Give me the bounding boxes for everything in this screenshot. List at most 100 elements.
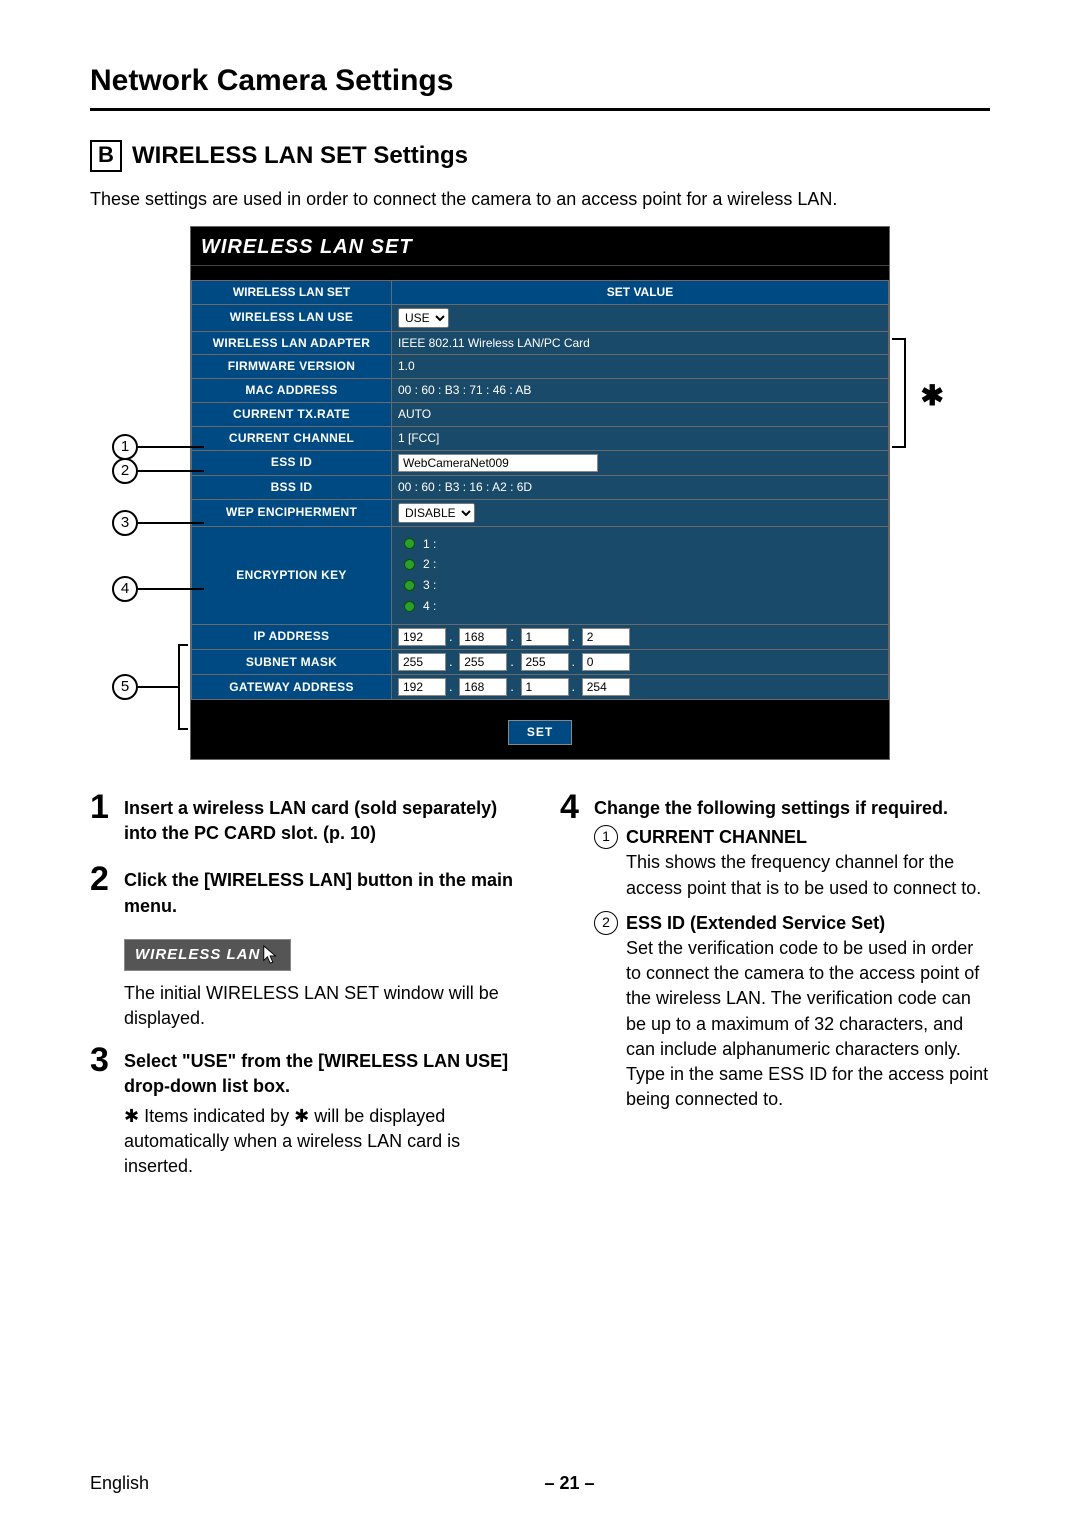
row-ip-val: . . .	[392, 624, 889, 649]
callout-4: 4	[112, 576, 138, 602]
row-ip-label: IP ADDRESS	[192, 624, 392, 649]
step-3-note: ✱ Items indicated by ✱ will be displayed…	[124, 1104, 520, 1180]
ip-o3[interactable]	[521, 628, 569, 646]
settings-table: WIRELESS LAN SET SET VALUE WIRELESS LAN …	[191, 280, 889, 701]
marker-2: 2	[594, 911, 618, 935]
callout-1-line	[138, 446, 204, 448]
step-4-head: Change the following settings if require…	[594, 796, 990, 821]
row-wep-label: WEP ENCIPHERMENT	[192, 499, 392, 526]
sn-o1[interactable]	[398, 653, 446, 671]
enc-key-2[interactable]: 2 :	[404, 556, 876, 573]
step-2-button-wrap: WIRELESS LAN The initial WIRELESS LAN SE…	[90, 935, 520, 1031]
ip-o4[interactable]	[582, 628, 630, 646]
radio-icon	[404, 559, 415, 570]
gw-o3[interactable]	[521, 678, 569, 696]
set-button[interactable]: SET	[508, 720, 572, 745]
enc-key-1-label: 1 :	[423, 536, 436, 553]
row-gw-val: . . .	[392, 675, 889, 700]
row-bssid-label: BSS ID	[192, 475, 392, 499]
callout-5-line	[138, 686, 178, 688]
row-bssid-val: 00 : 60 : B3 : 16 : A2 : 6D	[392, 475, 889, 499]
intro-text: These settings are used in order to conn…	[90, 187, 990, 212]
cursor-icon	[262, 944, 280, 966]
row-enckey-label: ENCRYPTION KEY	[192, 526, 392, 624]
row-channel-label: CURRENT CHANNEL	[192, 426, 392, 450]
right-column: 4 Change the following settings if requi…	[560, 790, 990, 1191]
step-4-item-2: 2 ESS ID (Extended Service Set) Set the …	[594, 911, 990, 1113]
row-txrate-label: CURRENT TX.RATE	[192, 402, 392, 426]
wireless-lan-button[interactable]: WIRELESS LAN	[124, 939, 291, 971]
item-1-title: CURRENT CHANNEL	[626, 825, 990, 850]
step-2-num: 2	[90, 862, 124, 922]
callout-5: 5	[112, 674, 138, 700]
row-gw-label: GATEWAY ADDRESS	[192, 675, 392, 700]
row-adapter-val: IEEE 802.11 Wireless LAN/PC Card	[392, 331, 889, 355]
callout-2-line	[138, 470, 204, 472]
enc-key-4[interactable]: 4 :	[404, 598, 876, 615]
row-wlan-use-label: WIRELESS LAN USE	[192, 304, 392, 331]
row-mac-val: 00 : 60 : B3 : 71 : 46 : AB	[392, 379, 889, 403]
step-1: 1 Insert a wireless LAN card (sold separ…	[90, 790, 520, 850]
row-wlan-use-val: USE	[392, 304, 889, 331]
panel-underline	[191, 266, 889, 280]
wlan-use-select[interactable]: USE	[398, 308, 449, 328]
callout-2: 2	[112, 458, 138, 484]
row-adapter-label: WIRELESS LAN ADAPTER	[192, 331, 392, 355]
callout-5-bracket	[178, 644, 188, 730]
steps-columns: 1 Insert a wireless LAN card (sold separ…	[90, 790, 990, 1191]
radio-icon	[404, 601, 415, 612]
sn-o4[interactable]	[582, 653, 630, 671]
item-2-title: ESS ID (Extended Service Set)	[626, 911, 990, 936]
ip-o1[interactable]	[398, 628, 446, 646]
essid-input[interactable]	[398, 454, 598, 472]
settings-panel-wrap: 1 2 3 4 5 ✱ WIRELESS LAN SET WIRELESS LA…	[190, 226, 890, 760]
footer-lang: English	[90, 1471, 149, 1496]
row-wep-val: DISABLE	[392, 499, 889, 526]
row-essid-val	[392, 450, 889, 475]
row-enckey-val: 1 : 2 : 3 : 4 :	[392, 526, 889, 624]
wep-select[interactable]: DISABLE	[398, 503, 475, 523]
row-txrate-val: AUTO	[392, 402, 889, 426]
left-column: 1 Insert a wireless LAN card (sold separ…	[90, 790, 520, 1191]
sn-o2[interactable]	[459, 653, 507, 671]
wireless-lan-button-label: WIRELESS LAN	[135, 944, 260, 965]
gw-o1[interactable]	[398, 678, 446, 696]
enc-key-3[interactable]: 3 :	[404, 577, 876, 594]
step-2-after: The initial WIRELESS LAN SET window will…	[124, 981, 520, 1031]
row-firmware-label: FIRMWARE VERSION	[192, 355, 392, 379]
section-title: WIRELESS LAN SET Settings	[132, 139, 468, 173]
item-1-text: This shows the frequency channel for the…	[626, 850, 990, 900]
table-header-left: WIRELESS LAN SET	[192, 280, 392, 304]
row-subnet-val: . . .	[392, 649, 889, 674]
enc-key-3-label: 3 :	[423, 577, 436, 594]
page-footer: English – 21 –	[90, 1471, 990, 1496]
asterisk-bracket	[892, 338, 906, 448]
panel-title: WIRELESS LAN SET	[191, 227, 889, 266]
row-channel-val: 1 [FCC]	[392, 426, 889, 450]
step-4: 4 Change the following settings if requi…	[560, 790, 990, 1122]
callout-3-line	[138, 522, 204, 524]
radio-icon	[404, 538, 415, 549]
footer-page: – 21 –	[545, 1471, 595, 1496]
gw-o4[interactable]	[582, 678, 630, 696]
step-2: 2 Click the [WIRELESS LAN] button in the…	[90, 862, 520, 922]
gw-o2[interactable]	[459, 678, 507, 696]
section-letter: B	[90, 140, 122, 172]
marker-1: 1	[594, 825, 618, 849]
ip-o2[interactable]	[459, 628, 507, 646]
step-3: 3 Select "USE" from the [WIRELESS LAN US…	[90, 1043, 520, 1179]
row-mac-label: MAC ADDRESS	[192, 379, 392, 403]
step-4-item-1: 1 CURRENT CHANNEL This shows the frequen…	[594, 825, 990, 901]
callout-3: 3	[112, 510, 138, 536]
step-2-head: Click the [WIRELESS LAN] button in the m…	[124, 868, 520, 918]
step-1-num: 1	[90, 790, 124, 850]
section-heading: B WIRELESS LAN SET Settings	[90, 139, 990, 173]
callout-1: 1	[112, 434, 138, 460]
sn-o3[interactable]	[521, 653, 569, 671]
radio-icon	[404, 580, 415, 591]
step-4-num: 4	[560, 790, 594, 1122]
step-3-num: 3	[90, 1043, 124, 1179]
enc-key-2-label: 2 :	[423, 556, 436, 573]
asterisk-icon: ✱	[921, 376, 944, 415]
enc-key-1[interactable]: 1 :	[404, 536, 876, 553]
